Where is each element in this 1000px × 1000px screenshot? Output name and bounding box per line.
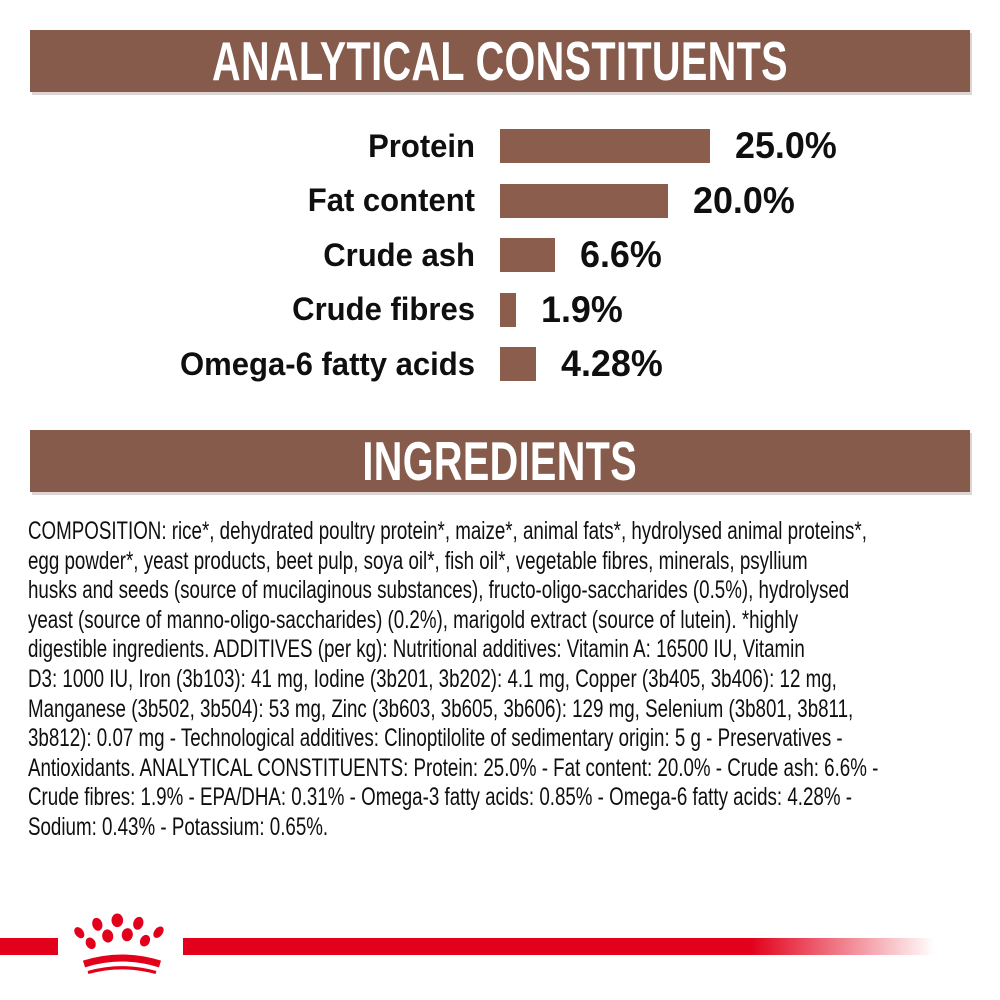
composition-line: Crude fibres: 1.9% - EPA/DHA: 0.31% - Om…	[28, 783, 852, 812]
chart-row-protein: Protein 25.0%	[0, 125, 1000, 166]
analytical-constituents-header: ANALYTICAL CONSTITUENTS	[30, 30, 970, 92]
chart-value: 1.9%	[540, 288, 623, 330]
chart-value: 25.0%	[735, 125, 837, 166]
chart-bar	[500, 129, 710, 163]
chart-row-fat-content: Fat content 20.0%	[0, 180, 1000, 221]
composition-line: husks and seeds (source of mucilaginous …	[28, 576, 850, 605]
composition-line: egg powder*, yeast products, beet pulp, …	[28, 546, 808, 575]
composition-line: yeast (source of manno-oligo-saccharides…	[28, 605, 799, 634]
chart-row-crude-fibres: Crude fibres 1.9%	[0, 289, 1000, 330]
chart-bar	[500, 238, 556, 272]
chart-label: Crude ash	[323, 236, 475, 273]
chart-label: Fat content	[307, 182, 475, 218]
composition-line: COMPOSITION: rice*, dehydrated poultry p…	[28, 517, 867, 545]
analytical-constituents-chart: Protein 25.0% Fat content 20.0% Crude as…	[0, 125, 1000, 402]
chart-value: 4.28%	[560, 343, 663, 384]
chart-label: Omega-6 fatty acids	[180, 345, 475, 382]
chart-bar	[500, 347, 536, 381]
composition-line: Sodium: 0.43% - Potassium: 0.65%.	[28, 812, 329, 841]
analytical-constituents-title: ANALYTICAL CONSTITUENTS	[212, 30, 788, 92]
chart-label: Crude fibres	[292, 291, 475, 327]
chart-bar	[500, 292, 516, 327]
ingredients-title: INGREDIENTS	[362, 430, 638, 492]
chart-row-crude-ash: Crude ash 6.6%	[0, 234, 1000, 275]
chart-row-omega6-fatty-acids: Omega-6 fatty acids 4.28%	[0, 343, 1000, 384]
composition-line: 3b812): 0.07 mg - Technological additive…	[28, 724, 843, 753]
composition-line: Antioxidants. ANALYTICAL CONSTITUENTS: P…	[28, 753, 879, 782]
footer-red-band	[0, 938, 1000, 955]
chart-value: 20.0%	[693, 179, 795, 221]
ingredients-header: INGREDIENTS	[30, 430, 970, 492]
composition-line: D3: 1000 IU, Iron (3b103): 41 mg, Iodine…	[28, 664, 837, 693]
chart-bar	[500, 183, 668, 218]
chart-label: Protein	[368, 127, 475, 164]
composition-line: digestible ingredients. ADDITIVES (per k…	[28, 635, 805, 664]
royal-canin-crown-paw-icon	[74, 913, 164, 975]
chart-value: 6.6%	[580, 234, 663, 275]
composition-line: Manganese (3b502, 3b504): 53 mg, Zinc (3…	[28, 694, 854, 723]
composition-text: COMPOSITION: rice*, dehydrated poultry p…	[28, 517, 878, 843]
